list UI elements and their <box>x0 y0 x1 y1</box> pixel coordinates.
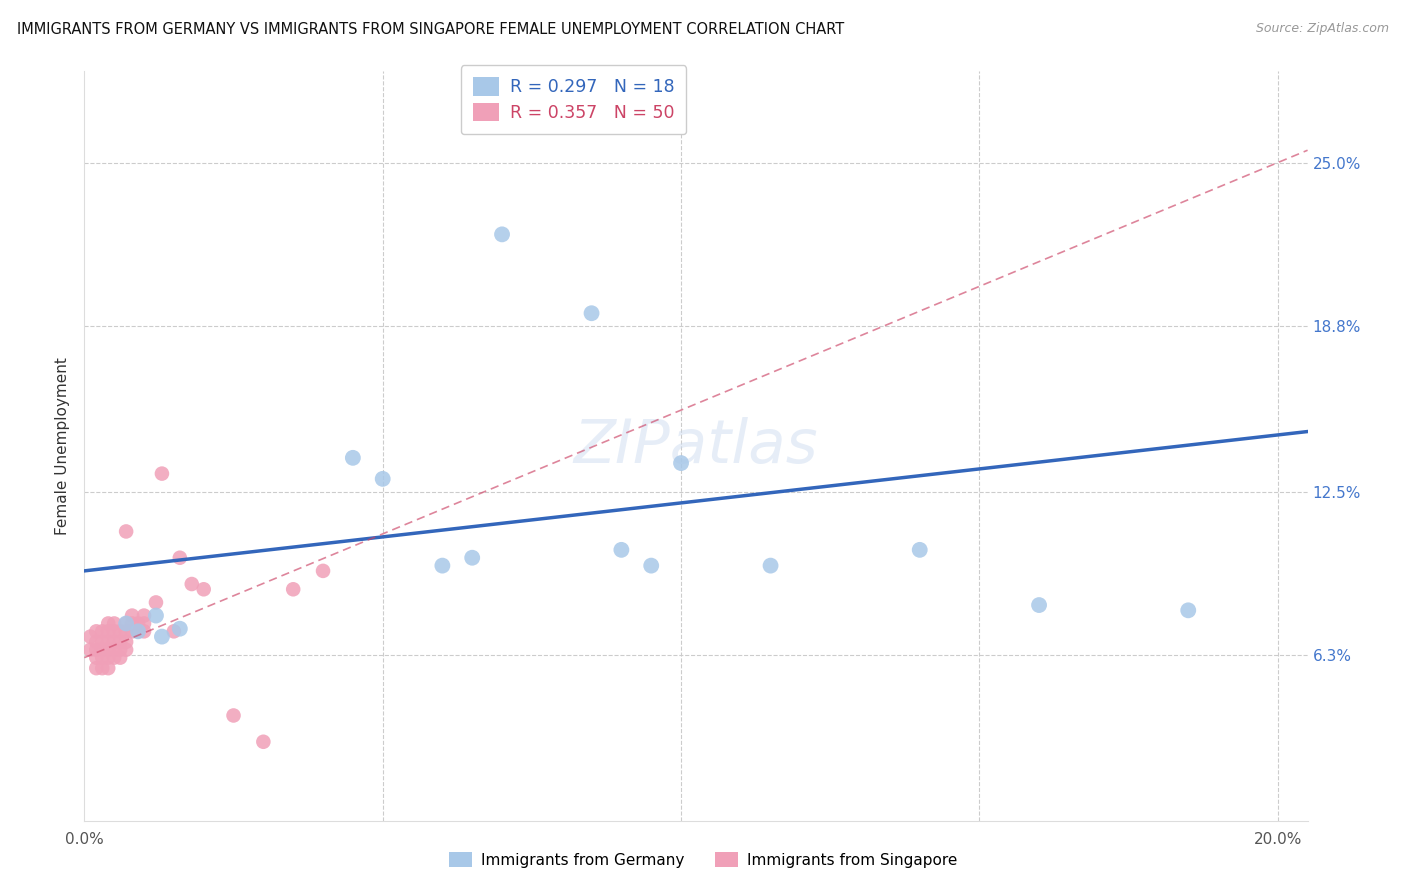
Point <box>610 542 633 557</box>
Point <box>581 306 603 320</box>
Point <box>640 558 662 573</box>
Point <box>150 467 173 481</box>
Point <box>108 642 131 657</box>
Point <box>108 635 131 649</box>
Point <box>163 624 186 639</box>
Point <box>127 624 149 639</box>
Point <box>132 624 155 639</box>
Text: IMMIGRANTS FROM GERMANY VS IMMIGRANTS FROM SINGAPORE FEMALE UNEMPLOYMENT CORRELA: IMMIGRANTS FROM GERMANY VS IMMIGRANTS FR… <box>17 22 844 37</box>
Point <box>115 616 138 631</box>
Legend: Immigrants from Germany, Immigrants from Singapore: Immigrants from Germany, Immigrants from… <box>441 844 965 875</box>
Point <box>121 608 143 623</box>
Point <box>1177 603 1199 617</box>
Point <box>84 635 107 649</box>
Point <box>84 661 107 675</box>
Point <box>121 624 143 639</box>
Point <box>127 616 149 631</box>
Point <box>97 642 120 657</box>
Point <box>115 642 138 657</box>
Point <box>84 650 107 665</box>
Point <box>145 608 167 623</box>
Point <box>97 661 120 675</box>
Y-axis label: Female Unemployment: Female Unemployment <box>55 357 70 535</box>
Point <box>97 616 120 631</box>
Point <box>91 650 114 665</box>
Point <box>169 550 191 565</box>
Point <box>103 642 125 657</box>
Point <box>342 450 364 465</box>
Point <box>91 661 114 675</box>
Point <box>283 582 305 597</box>
Point <box>180 577 202 591</box>
Point <box>103 635 125 649</box>
Point <box>91 635 114 649</box>
Point <box>132 608 155 623</box>
Point <box>91 642 114 657</box>
Point <box>669 456 692 470</box>
Point <box>84 624 107 639</box>
Point <box>222 708 245 723</box>
Point <box>252 735 274 749</box>
Point <box>97 635 120 649</box>
Text: ZIPatlas: ZIPatlas <box>574 417 818 475</box>
Point <box>103 616 125 631</box>
Point <box>91 624 114 639</box>
Text: Source: ZipAtlas.com: Source: ZipAtlas.com <box>1256 22 1389 36</box>
Point <box>150 630 173 644</box>
Point <box>312 564 335 578</box>
Point <box>461 550 484 565</box>
Point <box>193 582 215 597</box>
Point <box>115 524 138 539</box>
Point <box>432 558 454 573</box>
Point <box>115 616 138 631</box>
Point <box>132 616 155 631</box>
Point <box>103 650 125 665</box>
Point <box>145 595 167 609</box>
Legend: R = 0.297   N = 18, R = 0.357   N = 50: R = 0.297 N = 18, R = 0.357 N = 50 <box>461 65 686 134</box>
Point <box>108 650 131 665</box>
Point <box>115 624 138 639</box>
Point <box>759 558 782 573</box>
Point <box>97 650 120 665</box>
Point <box>84 642 107 657</box>
Point <box>1028 598 1050 612</box>
Point <box>491 227 513 242</box>
Point <box>371 472 394 486</box>
Point <box>79 630 101 644</box>
Point <box>97 624 120 639</box>
Point <box>79 642 101 657</box>
Point <box>127 624 149 639</box>
Point <box>908 542 931 557</box>
Point <box>121 616 143 631</box>
Point <box>103 624 125 639</box>
Point <box>115 635 138 649</box>
Point <box>169 622 191 636</box>
Point <box>108 624 131 639</box>
